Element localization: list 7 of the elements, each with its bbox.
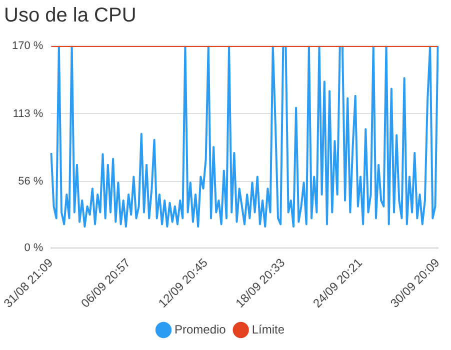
chart-title: Uso de la CPU — [4, 4, 136, 27]
y-tick-label: 113 % — [12, 108, 44, 120]
y-tick-label: 56 % — [18, 175, 44, 188]
y-tick-label: 170 % — [12, 40, 44, 52]
legend-label: Límite — [252, 322, 285, 336]
y-tick-label: 0 % — [24, 242, 44, 254]
legend-label: Promedio — [174, 322, 226, 336]
